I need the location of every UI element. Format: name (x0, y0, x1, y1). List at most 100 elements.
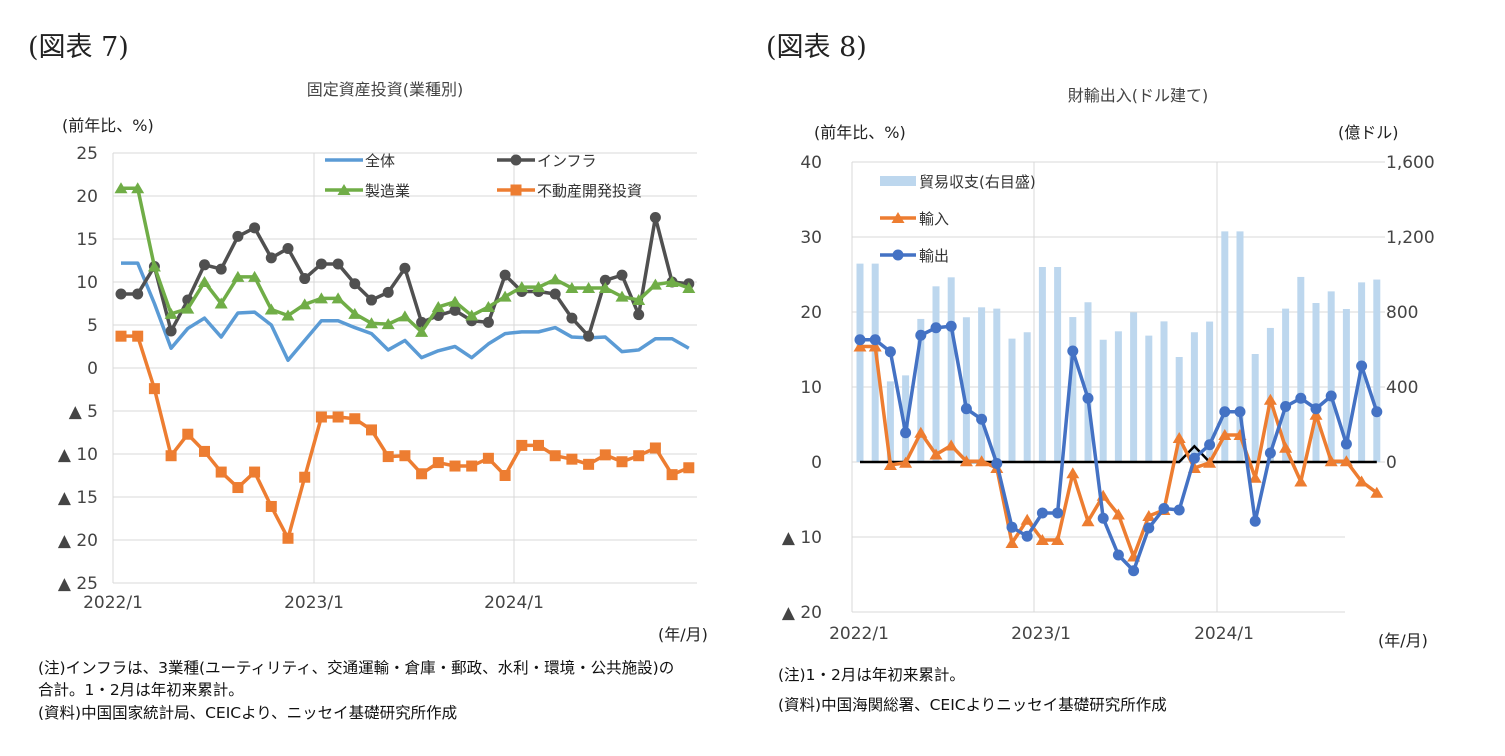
data-point (1172, 432, 1186, 443)
data-point (365, 317, 378, 329)
data-point (1081, 515, 1095, 527)
data-point (515, 281, 529, 293)
y-tick-label: 20 (76, 187, 98, 207)
data-point (482, 452, 494, 464)
data-point (914, 426, 928, 438)
data-point (632, 294, 646, 306)
data-point (232, 230, 244, 242)
data-point (482, 316, 494, 328)
chart2-y2label: (億ドル) (1338, 123, 1399, 142)
y-tick-label: ▲ 15 (58, 488, 98, 508)
data-point (900, 427, 912, 439)
data-point (349, 278, 361, 290)
data-point (1324, 455, 1338, 467)
bar (947, 277, 955, 462)
chart2-ylabel: (前年比、%) (814, 123, 906, 142)
data-point (1111, 508, 1125, 520)
data-point (566, 453, 578, 465)
data-point (132, 330, 144, 342)
data-point (1066, 467, 1080, 479)
data-point (944, 439, 958, 451)
y-tick-label: ▲ 5 (69, 402, 98, 422)
series-line (121, 334, 690, 541)
data-point (281, 309, 295, 321)
data-point (516, 439, 528, 451)
chart1-xlabel: (年/月) (658, 625, 708, 644)
data-point (1263, 393, 1277, 405)
y-tick-label: ▲ 25 (58, 574, 98, 594)
data-point (349, 413, 361, 425)
data-point (332, 258, 344, 270)
x-tick-label: 2024/1 (484, 593, 544, 613)
data-point (960, 403, 972, 415)
data-point (1005, 537, 1019, 548)
data-point (945, 320, 957, 332)
data-point (499, 470, 511, 481)
data-point (649, 212, 661, 223)
data-point (199, 259, 210, 271)
y-tick-label: 5 (87, 316, 98, 336)
legend-label: 輸入 (919, 210, 949, 228)
data-point (883, 459, 897, 470)
data-point (214, 297, 228, 309)
chart2-xlabel: (年/月) (1378, 631, 1428, 650)
data-point (1051, 534, 1065, 545)
figure7-note-2: 合計。1・2月は年初来累計。 (38, 681, 244, 699)
data-point (298, 298, 312, 310)
data-point (1052, 507, 1064, 519)
figure8-note-1: (注)1・2月は年初来累計。 (778, 666, 965, 684)
data-point (853, 340, 867, 352)
data-point (649, 442, 661, 454)
y-tick-label: 20 (800, 303, 822, 323)
data-point (1035, 534, 1049, 545)
bar (1054, 267, 1062, 462)
legend-swatch (880, 176, 916, 186)
bar (1114, 331, 1122, 462)
data-point (1097, 512, 1109, 524)
data-point (1248, 471, 1262, 483)
x-tick-label: 2023/1 (284, 593, 344, 613)
data-point (182, 428, 194, 440)
data-point (449, 460, 461, 472)
data-point (198, 276, 211, 287)
data-point (991, 458, 1003, 469)
data-point (431, 300, 445, 312)
bar (1130, 312, 1138, 462)
data-point (399, 262, 411, 274)
figure7-note-1: (注)インフラは、3業種(ユーティリティ、交通運輸・倉庫・郵政、水利・環境・公共… (38, 658, 674, 677)
data-point (498, 290, 512, 302)
data-point (115, 288, 127, 300)
y2-tick-label: 1,600 (1386, 153, 1435, 173)
bar (856, 263, 864, 462)
data-point (1218, 429, 1232, 440)
data-point (583, 458, 595, 470)
data-point (1249, 515, 1261, 527)
data-point (1112, 549, 1124, 561)
y2-tick-label: 1,200 (1386, 228, 1435, 248)
data-point (975, 455, 989, 467)
y-tick-label: ▲ 10 (782, 528, 822, 548)
data-point (148, 383, 160, 395)
data-point (1280, 401, 1292, 412)
data-point (181, 302, 195, 314)
data-point (299, 471, 311, 483)
bar (1297, 276, 1305, 462)
bar (1160, 321, 1168, 462)
y-tick-label: ▲ 20 (782, 603, 822, 623)
data-point (1173, 504, 1185, 516)
data-point (215, 263, 227, 275)
legend-marker (891, 212, 905, 223)
figure7-source: (資料)中国国家統計局、CEICより、ニッセイ基礎研究所作成 (38, 704, 457, 722)
data-point (1279, 441, 1293, 453)
bar (886, 381, 894, 462)
bar (1008, 338, 1016, 462)
data-point (232, 482, 244, 494)
bar (1190, 332, 1198, 462)
data-point (582, 282, 596, 294)
y-tick-label: 0 (87, 359, 98, 379)
y-tick-label: 15 (76, 230, 98, 250)
data-point (1371, 406, 1383, 418)
data-point (265, 500, 277, 512)
